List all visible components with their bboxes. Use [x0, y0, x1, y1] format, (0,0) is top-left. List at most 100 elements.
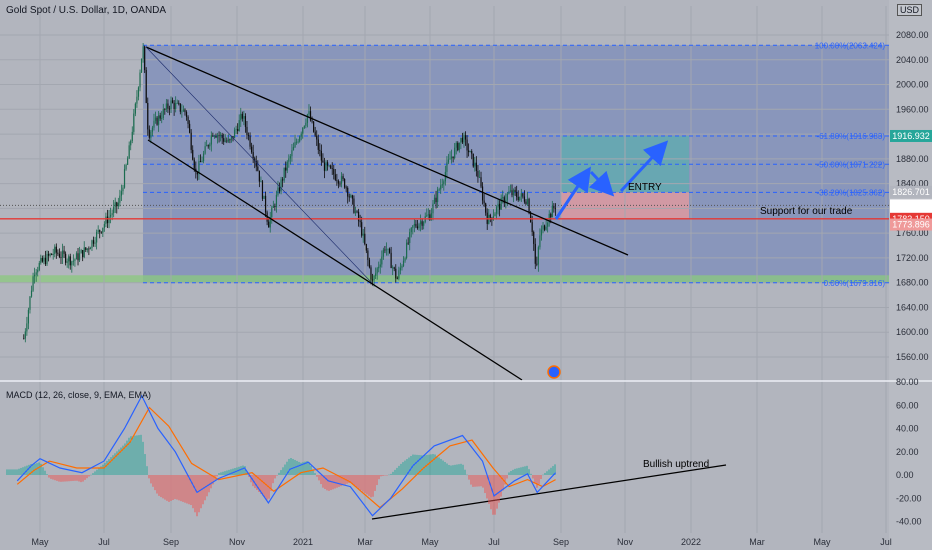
macd-histogram-bar — [382, 475, 384, 476]
macd-histogram-bar — [372, 475, 374, 497]
price-candle — [158, 115, 160, 125]
macd-histogram-bar — [38, 462, 40, 475]
price-candle — [264, 195, 267, 213]
price-candle — [161, 117, 163, 119]
macd-histogram-bar — [254, 475, 256, 489]
price-candle — [247, 135, 250, 136]
price-candle — [220, 134, 222, 136]
price-candle — [316, 135, 318, 140]
price-candle — [80, 250, 82, 254]
macd-histogram-bar — [44, 470, 46, 475]
price-badge[interactable] — [890, 185, 932, 198]
macd-signal-line[interactable] — [16, 406, 556, 509]
macd-histogram-bar — [100, 466, 102, 475]
price-candle — [119, 195, 121, 203]
price-candle — [503, 197, 505, 204]
price-candle — [258, 170, 260, 182]
macd-histogram-bar — [84, 475, 86, 480]
price-candle — [399, 267, 402, 271]
price-candle — [212, 135, 214, 137]
channel-upper-line[interactable] — [145, 46, 629, 256]
price-candle — [103, 224, 105, 228]
time-axis-tick: Jul — [488, 537, 500, 547]
macd-histogram-bar — [552, 466, 554, 475]
macd-histogram-bar — [48, 475, 50, 478]
price-badge[interactable] — [890, 218, 932, 231]
event-flag-icon[interactable] — [547, 365, 561, 379]
currency-label[interactable]: USD — [896, 4, 922, 16]
price-candle — [252, 152, 254, 159]
macd-histogram-bar — [460, 463, 462, 475]
projection-arrow[interactable] — [619, 140, 669, 193]
price-candle — [171, 100, 174, 103]
price-candle — [272, 205, 274, 208]
channel-lower-line[interactable] — [147, 139, 523, 381]
macd-histogram-bar — [462, 464, 464, 475]
macd-histogram-bar — [280, 470, 282, 475]
macd-histogram-bar — [228, 469, 230, 475]
price-candle — [502, 197, 504, 199]
price-candle — [440, 185, 442, 190]
price-candle — [317, 139, 319, 150]
macd-histogram-bar — [80, 475, 82, 483]
price-candle — [367, 250, 369, 260]
macd-indicator-label[interactable]: MACD (12, 26, close, 9, EMA, EMA) — [6, 390, 152, 400]
price-candle — [167, 103, 169, 109]
price-candle — [474, 162, 476, 167]
price-candle — [29, 296, 31, 310]
price-candle — [37, 269, 39, 273]
price-candle — [415, 223, 417, 227]
price-candle — [261, 181, 264, 199]
price-candle — [102, 227, 104, 233]
price-candle — [55, 246, 57, 253]
price-candle — [192, 149, 194, 160]
price-candle — [514, 189, 516, 192]
macd-uptrend-line[interactable] — [371, 464, 727, 520]
macd-histogram-bar — [126, 440, 128, 475]
price-candle — [51, 253, 53, 255]
price-badge[interactable] — [890, 129, 932, 142]
macd-histogram-bar — [454, 464, 456, 475]
price-candle — [384, 249, 386, 251]
price-candle — [347, 187, 349, 197]
price-candle — [289, 156, 291, 159]
macd-histogram-bar — [434, 454, 436, 475]
price-candle — [509, 190, 512, 192]
price-candle — [365, 243, 367, 251]
price-candle — [204, 146, 206, 154]
price-candle — [94, 242, 96, 244]
channel-median-line — [145, 46, 373, 284]
price-candle — [283, 167, 285, 181]
price-candle — [255, 161, 257, 167]
price-candle — [282, 179, 284, 181]
price-candle — [336, 179, 338, 181]
price-candle — [83, 247, 85, 258]
macd-line[interactable] — [16, 394, 557, 517]
price-candle — [249, 135, 251, 147]
price-candle — [305, 122, 307, 126]
price-candle — [449, 158, 451, 160]
macd-histogram-bar — [282, 467, 284, 475]
macd-histogram-bar — [354, 475, 356, 486]
macd-histogram-bar — [540, 475, 542, 480]
price-candle — [543, 225, 546, 230]
macd-histogram-bar — [102, 464, 104, 475]
support-label: Support for our trade — [760, 206, 853, 217]
price-candle — [99, 230, 101, 232]
price-candle — [375, 273, 377, 276]
price-candle — [89, 247, 92, 250]
macd-histogram-bar — [144, 454, 146, 475]
price-candle — [354, 211, 357, 213]
macd-histogram-bar — [112, 455, 114, 475]
price-candle — [494, 213, 496, 217]
price-candle — [227, 139, 229, 142]
price-candle — [492, 216, 495, 220]
price-candle — [58, 253, 61, 258]
time-axis-tick: Nov — [617, 537, 634, 547]
macd-histogram-bar — [424, 455, 426, 475]
macd-axis-tick: 80.00 — [896, 377, 919, 387]
projection-arrow[interactable] — [588, 170, 615, 197]
projection-arrow[interactable] — [554, 166, 591, 220]
macd-histogram-bar — [336, 475, 338, 488]
